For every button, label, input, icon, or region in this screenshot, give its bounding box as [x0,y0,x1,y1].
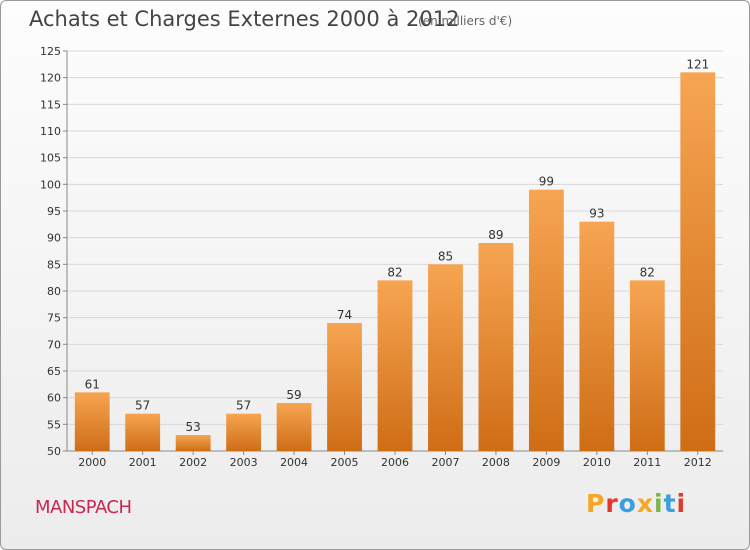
data-label: 61 [85,377,100,391]
data-label: 82 [387,265,402,279]
x-tick-label: 2007 [431,456,459,469]
x-tick-label: 2008 [482,456,510,469]
x-tick-label: 2001 [129,456,157,469]
data-label: 121 [686,57,709,71]
chart-unit: (en milliers d'€) [418,14,513,28]
y-tick-label: 100 [40,178,61,191]
y-tick-label: 80 [47,285,61,298]
y-tick-label: 90 [47,232,61,245]
x-tick-label: 2003 [230,456,258,469]
bar-2006 [377,280,413,451]
logo-letter: x [636,489,654,518]
data-label: 82 [640,265,655,279]
x-tick-label: 2011 [633,456,661,469]
bar-2010 [579,221,615,451]
bar-2001 [125,413,161,451]
y-tick-label: 95 [47,205,61,218]
commune-name: MANSPACH [35,497,132,518]
y-tick-label: 75 [47,312,61,325]
y-tick-label: 120 [40,72,61,85]
data-label: 53 [186,420,201,434]
y-tick-label: 125 [40,45,61,58]
bar-2000 [74,392,110,451]
x-tick-label: 2012 [684,456,712,469]
logo-letter: i [676,489,687,518]
data-label: 93 [589,207,604,221]
x-tick-label: 2005 [331,456,359,469]
y-tick-label: 105 [40,152,61,165]
x-tick-label: 2002 [179,456,207,469]
bar-2008 [478,243,514,451]
y-tick-label: 85 [47,258,61,271]
bar-2002 [175,435,211,451]
bar-2005 [327,323,362,451]
bars [74,72,716,451]
chart-title: Achats et Charges Externes 2000 à 2012 [29,7,460,31]
bar-2007 [428,264,463,451]
y-tick-label: 60 [47,392,61,405]
x-tick-label: 2004 [280,456,308,469]
x-tick-label: 2010 [583,456,611,469]
logo-letter: P [586,489,606,518]
logo-letter: i [654,489,664,518]
y-tick-label: 65 [47,365,61,378]
logo-letter: o [618,489,637,518]
y-tick-label: 110 [40,125,61,138]
data-label: 74 [337,308,352,322]
data-labels: 61 57 53 57 59 74 82 85 89 99 93 82 121 [85,57,710,434]
x-tick-label: 2009 [532,456,560,469]
y-tick-label: 70 [47,338,61,351]
bar-2009 [528,189,564,451]
logo-letter: r [605,489,619,518]
y-tick-label: 115 [40,98,61,111]
y-tick-label: 55 [47,418,61,431]
bar-2011 [629,280,665,451]
x-tick-label: 2006 [381,456,409,469]
bar-2003 [226,413,262,451]
bar-2004 [276,403,312,451]
data-label: 89 [488,228,503,242]
x-tick-label: 2000 [78,456,106,469]
data-label: 57 [236,399,251,413]
data-label: 57 [135,399,150,413]
logo-letter: t [663,489,677,518]
bar-2012 [680,72,716,451]
proxiti-logo: Proxiti [586,489,686,518]
data-label: 85 [438,249,453,263]
data-label: 99 [539,175,554,189]
data-label: 59 [286,388,301,402]
y-tick-label: 50 [47,445,61,458]
